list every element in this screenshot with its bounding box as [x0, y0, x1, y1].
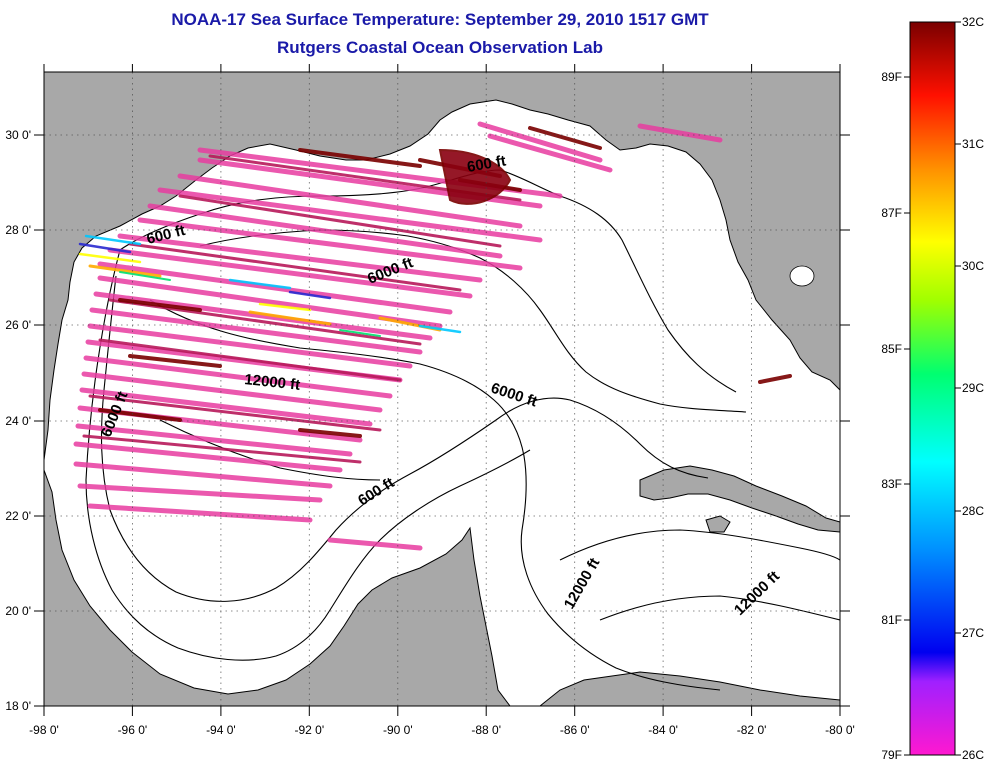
sst-swath-streaks: [73, 121, 792, 551]
colorbar-celsius-labels: 32C 31C 30C 29C 28C 27C 26C: [962, 15, 984, 762]
lat-label: 22 0': [5, 509, 31, 523]
fahrenheit-label: 83F: [881, 477, 902, 491]
land-masses: [44, 72, 840, 706]
celsius-label: 28C: [962, 504, 984, 518]
celsius-label: 31C: [962, 137, 984, 151]
lat-label: 30 0': [5, 128, 31, 142]
contour-label-600ft-north: 600 ft: [466, 152, 508, 176]
fahrenheit-label: 87F: [881, 206, 902, 220]
map-subtitle: Rutgers Coastal Ocean Observation Lab: [277, 38, 603, 57]
lat-label: 20 0': [5, 604, 31, 618]
lat-label: 18 0': [5, 699, 31, 713]
lon-label: -82 0': [737, 723, 767, 737]
lon-label: -84 0': [648, 723, 678, 737]
colorbar-ticks: [904, 21, 961, 756]
contour-label-12000ft-central: 12000 ft: [244, 371, 301, 394]
fahrenheit-label: 89F: [881, 70, 902, 84]
map-title: NOAA-17 Sea Surface Temperature: Septemb…: [171, 10, 709, 29]
lon-label: -94 0': [206, 723, 236, 737]
temperature-colorbar: [909, 21, 956, 756]
axis-tick-marks: [34, 64, 850, 716]
colorbar-fahrenheit-labels: 89F 87F 85F 83F 81F 79F: [881, 70, 902, 762]
lon-label: -96 0': [118, 723, 148, 737]
fahrenheit-label: 85F: [881, 342, 902, 356]
lat-label: 26 0': [5, 318, 31, 332]
lon-label: -98 0': [29, 723, 59, 737]
graticule: [44, 72, 840, 706]
lon-label: -92 0': [294, 723, 324, 737]
celsius-label: 32C: [962, 15, 984, 29]
lon-label: -86 0': [560, 723, 590, 737]
celsius-label: 30C: [962, 259, 984, 273]
celsius-label: 26C: [962, 748, 984, 762]
longitude-labels: -98 0' -96 0' -94 0' -92 0' -90 0' -88 0…: [29, 723, 855, 737]
lake-okeechobee: [789, 265, 815, 287]
lat-label: 24 0': [5, 414, 31, 428]
map-frame: [43, 71, 841, 707]
latitude-labels: 18 0' 20 0' 22 0' 24 0' 26 0' 28 0' 30 0…: [5, 128, 31, 713]
lat-label: 28 0': [5, 223, 31, 237]
lon-label: -80 0': [825, 723, 855, 737]
celsius-label: 29C: [962, 381, 984, 395]
fahrenheit-label: 79F: [881, 748, 902, 762]
lon-label: -90 0': [383, 723, 413, 737]
celsius-label: 27C: [962, 626, 984, 640]
lon-label: -88 0': [471, 723, 501, 737]
fahrenheit-label: 81F: [881, 613, 902, 627]
